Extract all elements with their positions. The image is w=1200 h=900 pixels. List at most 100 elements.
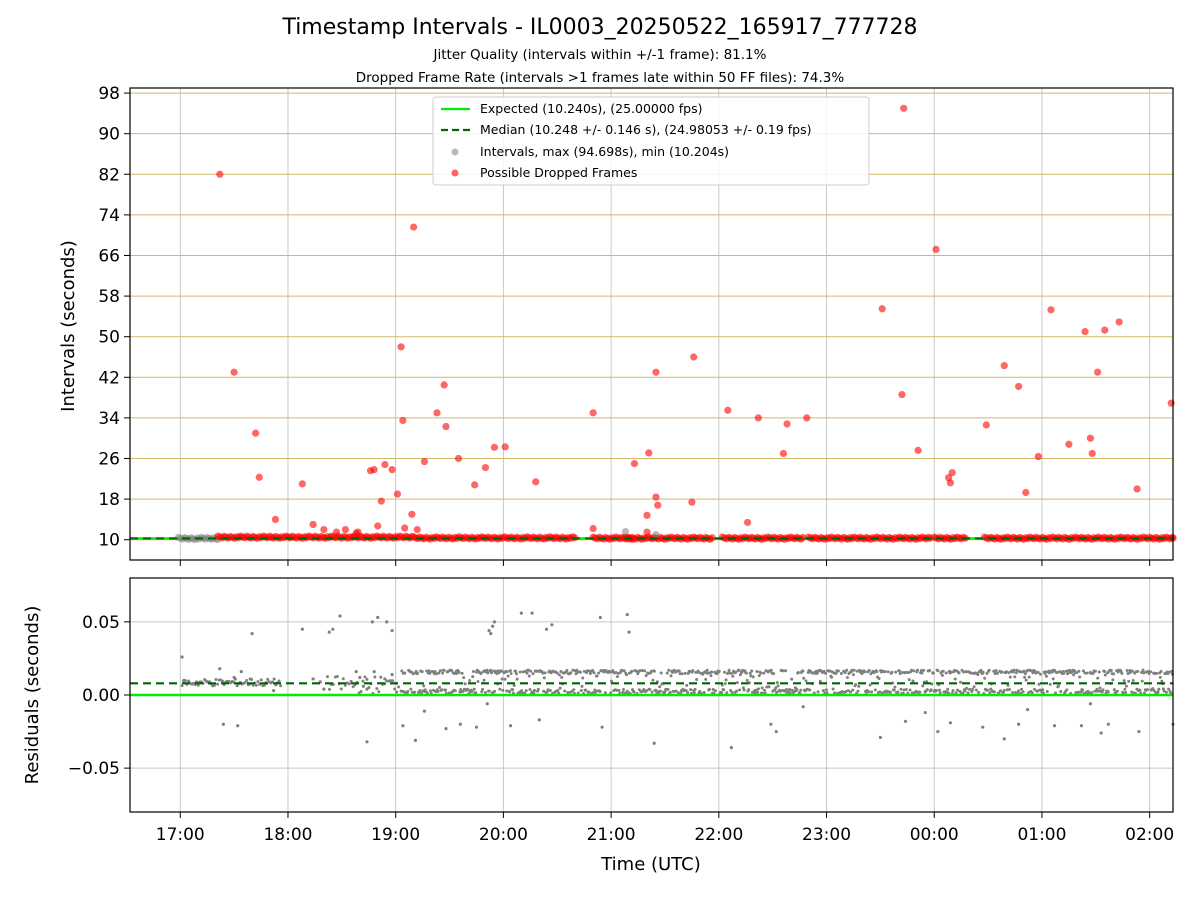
residual-point [460, 671, 464, 675]
residual-point [377, 690, 381, 694]
dropped-frame-point [501, 443, 509, 451]
residual-point [400, 669, 404, 673]
residual-point [968, 687, 972, 691]
residual-point [347, 682, 351, 686]
residual-point [1023, 672, 1027, 676]
residual-point [1162, 689, 1166, 693]
residual-point [1160, 679, 1164, 683]
dropped-frame-point [408, 510, 416, 518]
dropped-frame-point [354, 528, 362, 536]
dropped-frame-point [216, 170, 224, 178]
residual-point [878, 690, 882, 694]
residual-point [508, 724, 513, 728]
residual-point [1055, 671, 1059, 675]
residual-point [569, 671, 573, 675]
residual-point [870, 690, 874, 694]
residual-point [365, 740, 369, 744]
residual-point [930, 682, 934, 686]
residual-point [1006, 683, 1010, 687]
residual-point [674, 689, 678, 693]
residual-point [533, 688, 537, 692]
residual-point [649, 669, 653, 673]
y-tick-label: 10 [98, 531, 120, 551]
residual-point [615, 688, 619, 692]
residual-point [844, 690, 848, 694]
dropped-frame-point [1094, 368, 1102, 376]
residual-point [327, 630, 331, 634]
residual-point [815, 671, 819, 675]
interval-point [708, 534, 716, 542]
residual-point [1106, 722, 1110, 726]
residual-point [717, 669, 721, 673]
residual-point [437, 671, 441, 675]
residual-point [1015, 668, 1019, 672]
residual-point [769, 668, 773, 672]
residual-point [727, 668, 731, 672]
residual-point [1138, 688, 1142, 692]
dropped-frame-point [1086, 434, 1095, 442]
residual-point [450, 669, 454, 673]
y-tick-label: 66 [98, 246, 120, 266]
residual-point [845, 675, 849, 679]
dropped-frame-point [481, 464, 490, 472]
y-tick-label: 74 [98, 206, 120, 226]
residual-point [616, 671, 620, 675]
residual-point [1101, 688, 1105, 692]
residual-point [669, 674, 673, 678]
residual-point [691, 669, 695, 673]
residual-point [505, 670, 509, 674]
dropped-frame-point [433, 409, 441, 417]
residual-point [499, 669, 503, 673]
residual-point [934, 688, 938, 692]
residual-point [251, 683, 255, 687]
residual-point [944, 671, 948, 675]
time-x-axis-label: Time (UTC) [600, 854, 701, 875]
residual-point [489, 631, 493, 636]
residual-point [713, 689, 717, 693]
residual-point [1097, 689, 1100, 693]
residual-point [898, 672, 902, 676]
residual-point [272, 677, 276, 681]
residual-point [677, 691, 681, 695]
residual-point [1005, 688, 1009, 692]
residual-point [557, 673, 561, 677]
residual-point [969, 671, 973, 675]
residual-point [748, 671, 752, 675]
residual-point [702, 691, 706, 695]
residual-point [1044, 670, 1048, 674]
dropped-frame-point [381, 460, 389, 469]
residual-point [828, 669, 832, 673]
residual-point [518, 670, 522, 674]
residual-point [920, 671, 924, 675]
residual-point [608, 670, 612, 674]
residual-point [495, 672, 499, 676]
residual-point [880, 691, 884, 695]
residual-point [592, 671, 596, 675]
residual-point [1017, 689, 1021, 693]
residual-point [614, 671, 618, 675]
residual-point [383, 677, 387, 681]
residual-point [634, 669, 638, 673]
residual-point [512, 683, 516, 687]
residual-point [688, 669, 692, 673]
residual-point [243, 681, 247, 685]
residual-point [595, 674, 599, 678]
residual-point [854, 683, 858, 687]
dropped-frame-point [471, 481, 479, 489]
residual-point [977, 690, 981, 694]
residual-point [579, 670, 583, 674]
residual-point [1140, 679, 1144, 683]
residual-point [730, 690, 734, 694]
residual-point [476, 679, 480, 683]
residual-point [686, 691, 690, 695]
residual-point [1121, 691, 1125, 695]
residual-point [468, 679, 472, 683]
residual-point [427, 669, 431, 673]
residual-point [1137, 729, 1141, 734]
residual-point [300, 627, 304, 631]
residual-point [529, 669, 533, 673]
residual-point [836, 669, 840, 673]
dropped-frame-point [490, 443, 499, 451]
residual-point [961, 691, 965, 695]
residual-point [1136, 669, 1140, 673]
